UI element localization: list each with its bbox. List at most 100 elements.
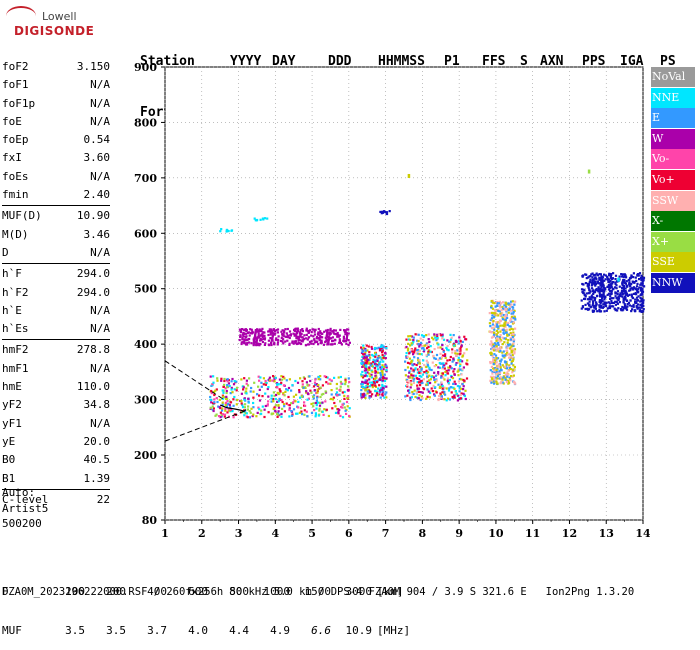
echo-point [217, 415, 221, 418]
echo-point [343, 340, 346, 343]
echo-point [313, 394, 316, 397]
echo-point [608, 284, 611, 287]
echo-point [617, 277, 620, 282]
echo-point [235, 386, 239, 389]
echo-point [461, 355, 464, 358]
echo-point [634, 301, 637, 304]
echo-point [441, 335, 444, 338]
echo-point [505, 345, 508, 348]
echo-point [342, 337, 345, 340]
echo-point [417, 397, 420, 400]
echo-point [460, 378, 463, 381]
echo-point [255, 340, 258, 344]
echo-point [215, 397, 218, 400]
echo-point [318, 407, 321, 410]
echo-point [280, 375, 283, 378]
echo-point [425, 383, 428, 386]
echo-point [221, 409, 224, 412]
echo-point [613, 286, 617, 289]
echo-point [453, 396, 456, 399]
echo-point [614, 274, 618, 277]
echo-point [406, 384, 409, 387]
param-row: M(D) 3.46 [2, 226, 110, 244]
param-row: yF1 N/A [2, 415, 110, 433]
echo-point [506, 316, 509, 320]
muf-value: 3.5 [106, 624, 126, 637]
echo-point [223, 415, 226, 418]
echo-point [513, 365, 516, 369]
echo-point [615, 300, 618, 303]
echo-point [365, 384, 368, 387]
echo-point [435, 379, 438, 382]
echo-point [495, 321, 498, 324]
echo-point [382, 356, 385, 359]
echo-point [360, 348, 363, 351]
echo-point [509, 343, 512, 346]
echo-point [493, 302, 496, 305]
echo-point [432, 384, 435, 387]
echo-point [429, 345, 432, 348]
echo-point [252, 396, 255, 399]
echo-point [594, 273, 597, 276]
echo-point [598, 287, 601, 290]
echo-point [495, 304, 498, 307]
echo-point [454, 382, 457, 386]
echo-point [225, 229, 229, 232]
echo-point [248, 337, 251, 341]
echo-point [380, 376, 383, 379]
echo-point [382, 368, 385, 371]
echo-point [338, 393, 341, 396]
echo-point [325, 375, 328, 379]
echo-point [247, 400, 250, 403]
param-row: hmF1 N/A [2, 360, 110, 378]
echo-point [417, 340, 420, 343]
echo-point [370, 373, 373, 376]
echo-point [368, 351, 371, 354]
echo-point [378, 389, 382, 392]
echo-point [623, 275, 626, 278]
echo-point [432, 376, 436, 379]
echo-point [598, 276, 601, 279]
echo-point [462, 366, 465, 369]
echo-point [361, 380, 364, 383]
echo-point [344, 333, 347, 336]
echo-point [444, 370, 447, 374]
echo-point [269, 333, 272, 336]
echo-point [323, 408, 326, 411]
echo-point [253, 336, 256, 339]
echo-point [610, 305, 613, 308]
echo-point [491, 355, 494, 358]
echo-point [421, 373, 424, 376]
echo-point [507, 321, 510, 324]
echo-point [223, 379, 226, 383]
echo-point [232, 398, 235, 401]
echo-point [509, 317, 512, 320]
param-name: fxI [2, 151, 22, 165]
echo-point [614, 281, 617, 284]
echo-point [314, 378, 317, 381]
echo-point [407, 335, 410, 338]
echo-point [638, 272, 642, 275]
echo-point [288, 415, 291, 418]
echo-point [593, 280, 596, 283]
echo-point [266, 387, 269, 391]
y-tick-label: 800 [134, 116, 157, 129]
echo-point [584, 294, 587, 298]
echo-point [490, 336, 494, 339]
echo-point [326, 376, 329, 379]
echo-point [504, 304, 507, 307]
echo-point [323, 330, 326, 333]
header-label-3: DDD [328, 54, 352, 69]
echo-point [280, 412, 283, 416]
echo-point [635, 293, 638, 296]
echo-point [377, 346, 380, 349]
echo-point [277, 383, 280, 386]
echo-point [459, 393, 462, 397]
echo-point [382, 390, 385, 393]
echo-point [492, 313, 495, 316]
echo-point [303, 377, 306, 380]
echo-point [329, 329, 332, 332]
echo-point [596, 289, 599, 292]
echo-point [450, 376, 453, 379]
echo-point [291, 341, 294, 344]
